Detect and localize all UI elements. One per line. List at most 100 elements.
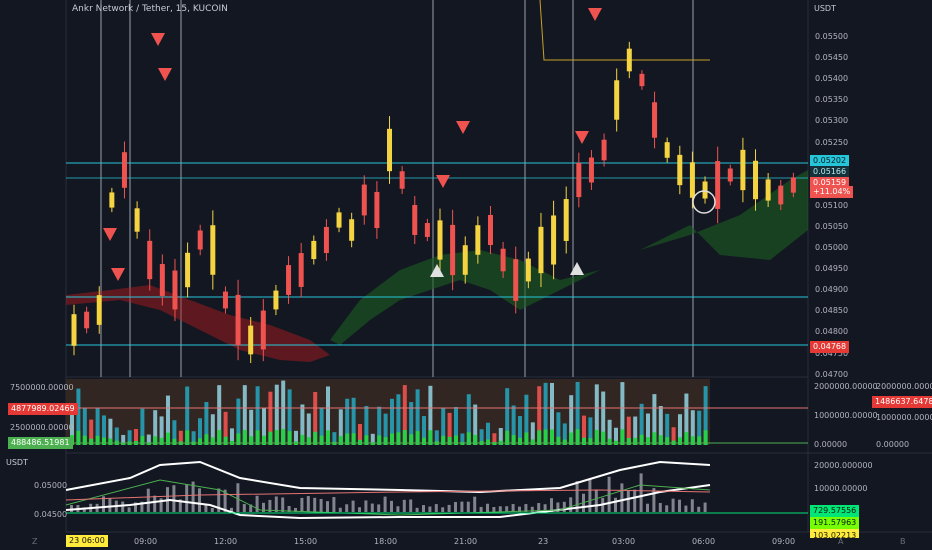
- volume-bar: [319, 407, 324, 445]
- osc-histogram-bar: [678, 499, 681, 512]
- buy-signal-icon: [570, 262, 584, 275]
- volume-bar: [620, 382, 625, 445]
- volume-bar-green: [390, 433, 394, 445]
- volume-bar-green: [255, 430, 260, 445]
- volume-bar-green: [594, 429, 599, 445]
- osc-histogram-bar: [185, 484, 189, 512]
- osc-histogram-bar: [345, 504, 349, 512]
- osc-histogram-bar: [390, 500, 393, 512]
- candle-body: [639, 73, 645, 87]
- volume-bar: [524, 394, 529, 445]
- volume-bar-green: [556, 436, 561, 445]
- vol-left-tick-0: 7500000.00000: [10, 383, 74, 392]
- osc-histogram-bar: [140, 501, 144, 512]
- osc-histogram-bar: [338, 507, 342, 512]
- candle-body: [740, 149, 746, 191]
- volume-bar: [326, 386, 330, 445]
- volume-bar: [460, 433, 465, 445]
- volume-bar: [678, 414, 682, 445]
- volume-bar-green: [204, 434, 209, 445]
- candle-body: [626, 48, 632, 72]
- highlight-circle-icon: [692, 190, 716, 214]
- osc-histogram-bar: [658, 502, 662, 512]
- osc-histogram-bar: [102, 496, 105, 512]
- volume-bar-green: [415, 431, 420, 445]
- sell-signal-icon: [151, 33, 165, 46]
- osc-histogram-bar: [294, 507, 297, 512]
- volume-bar: [121, 434, 126, 445]
- time-axis-icon-z[interactable]: Z: [32, 537, 38, 546]
- candle-body: [702, 181, 708, 199]
- volume-bar: [466, 394, 471, 445]
- volume-bar: [626, 416, 631, 445]
- volume-bar-green: [562, 439, 567, 445]
- candle-body: [185, 252, 191, 288]
- sell-signal-icon: [588, 8, 602, 21]
- volume-bar: [396, 394, 401, 445]
- candle-body: [525, 258, 531, 282]
- volume-bar: [338, 409, 343, 445]
- volume-bar-green: [422, 437, 426, 445]
- time-label-2100: 21:00: [454, 537, 478, 546]
- volume-bar-green: [396, 432, 401, 445]
- volume-bar: [434, 430, 439, 445]
- candle-body: [753, 160, 759, 200]
- volume-bar-green: [351, 433, 356, 445]
- low-line-tag: 0.04768: [810, 341, 850, 353]
- osc-histogram-bar: [402, 499, 406, 512]
- osc-histogram-bar: [530, 506, 534, 512]
- time-axis-icon-a[interactable]: A: [838, 537, 844, 546]
- volume-bar-green: [108, 438, 113, 445]
- time-label-0900: 09:00: [134, 537, 158, 546]
- price-tick: 0.04900: [815, 285, 849, 295]
- volume-bar: [370, 433, 375, 445]
- vol-left-tag-green: 488486.51981: [8, 437, 73, 449]
- volume-bar-green: [492, 442, 497, 445]
- candle-body: [387, 128, 393, 172]
- volume-bar-green: [524, 432, 529, 445]
- osc-histogram-bar: [108, 498, 112, 512]
- candle-body: [475, 225, 481, 255]
- volume-bar-green: [466, 432, 471, 445]
- volume-bar-green: [690, 436, 695, 445]
- candle-body: [601, 139, 607, 161]
- osc-histogram-bar: [614, 497, 617, 512]
- volume-bar-green: [281, 428, 286, 445]
- volume-bar: [473, 404, 478, 445]
- candle-body: [614, 80, 620, 120]
- symbol-title: Ankr Network / Tether, 15, KUCOIN: [72, 4, 228, 14]
- volume-bar: [422, 416, 426, 445]
- volume-bar-green: [428, 430, 433, 445]
- volume-bar: [185, 386, 190, 445]
- volume-bar-green: [588, 438, 593, 445]
- volume-bar: [210, 414, 215, 445]
- volume-bar-green: [198, 438, 202, 445]
- volume-bar-green: [447, 436, 452, 445]
- candle-body: [361, 184, 367, 216]
- time-label-23: 23: [538, 537, 549, 546]
- osc-histogram-bar: [684, 505, 688, 512]
- volume-bar: [383, 413, 388, 445]
- candle-body: [513, 259, 519, 301]
- time-axis-icon-b[interactable]: B: [900, 537, 906, 546]
- volume-bar: [76, 388, 81, 445]
- candle-body: [563, 199, 569, 241]
- time-label-1800: 18:00: [374, 537, 398, 546]
- osc-histogram-bar: [703, 502, 707, 512]
- volume-bar: [287, 389, 292, 445]
- price-tick: 0.04850: [815, 306, 849, 316]
- osc-tag-yellow: 103.02213: [810, 529, 860, 538]
- volume-bar-green: [140, 435, 145, 445]
- osc-left-tick-0: 0.05000: [34, 481, 68, 490]
- volume-bar-green: [300, 434, 305, 445]
- volume-bar-green: [370, 442, 375, 445]
- volume-bar: [108, 418, 113, 445]
- volume-bar: [358, 423, 362, 445]
- candle-body: [727, 168, 733, 182]
- vol-far-tick-1: 1000000.00000: [876, 413, 932, 422]
- osc-histogram-bar: [588, 478, 592, 512]
- candle-body: [235, 294, 241, 346]
- candle-body: [84, 311, 90, 329]
